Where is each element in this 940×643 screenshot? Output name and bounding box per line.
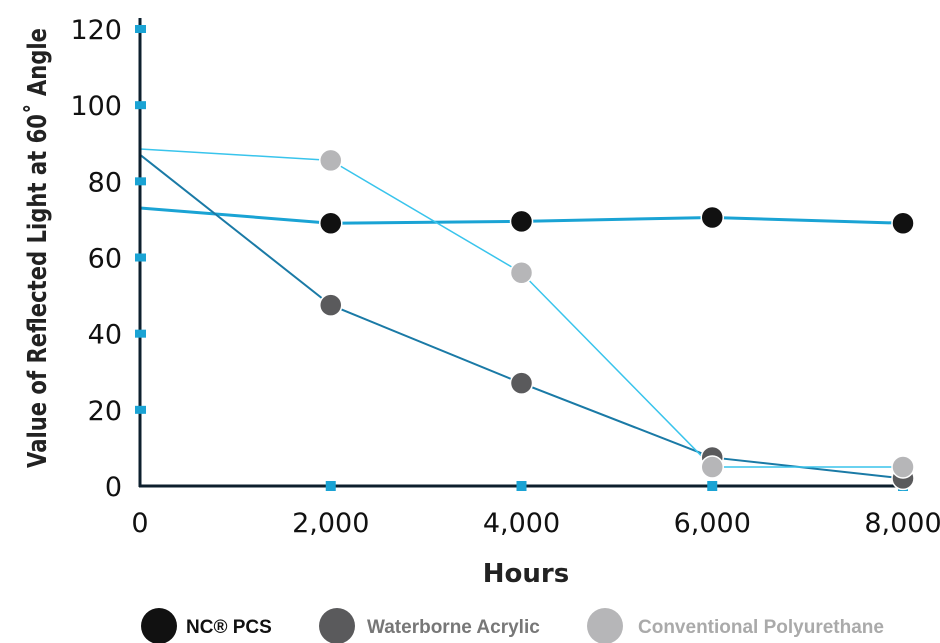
series-lines [139, 148, 904, 480]
series-line-1 [139, 153, 904, 480]
x-tick-label: 6,000 [674, 508, 751, 539]
y-tick-mark [135, 25, 146, 33]
data-point-series-1 [509, 371, 534, 395]
data-point-series-0 [891, 211, 915, 235]
y-tick-label: 0 [105, 472, 122, 503]
legend-marker-series-0 [141, 608, 177, 643]
legend-label-series-0: NC® PCS [186, 617, 272, 638]
x-tick-label: 0 [131, 508, 148, 539]
y-tick-mark [135, 101, 146, 110]
y-tick-label: 40 [88, 320, 122, 351]
legend-label-series-1: Waterborne Acrylic [367, 617, 540, 638]
y-tick-mark [135, 253, 146, 262]
x-tick-label: 4,000 [483, 508, 560, 539]
y-tick-label: 100 [70, 91, 122, 122]
x-axis-title: Hours [483, 559, 569, 589]
x-tick-mark [516, 481, 527, 491]
data-point-series-0 [700, 205, 724, 230]
data-point-series-0 [509, 209, 534, 234]
legend: NC® PCS Waterborne Acrylic Conventional Po… [141, 608, 884, 643]
series-markers [319, 148, 915, 491]
x-tick-label: 8,000 [864, 508, 940, 539]
y-tick-label: 20 [88, 396, 122, 427]
y-tick-label: 60 [88, 244, 122, 275]
data-point-series-1 [319, 293, 343, 317]
y-axis-title: Value of Reflected Light at 60˚ Angle [22, 28, 53, 468]
y-tick-label: 80 [88, 167, 122, 198]
data-point-series-2 [891, 455, 915, 479]
axes [135, 18, 908, 491]
y-tick-label: 120 [70, 15, 122, 46]
legend-marker-series-2 [587, 608, 623, 643]
x-tick-mark [325, 481, 336, 491]
y-tick-mark [135, 329, 146, 338]
x-tick-mark [707, 481, 718, 491]
data-point-series-0 [319, 211, 343, 235]
data-point-series-2 [700, 455, 724, 479]
legend-label-series-2: Conventional Polyurethane [638, 617, 884, 638]
data-point-series-2 [509, 260, 534, 285]
data-point-series-2 [319, 148, 343, 173]
series-line-2 [139, 148, 903, 468]
tick-labels: 0 20 40 60 80 100 120 0 2,000 4,000 6,000 8,000 [70, 15, 940, 539]
y-tick-mark [135, 177, 146, 186]
x-tick-label: 2,000 [292, 508, 369, 539]
legend-marker-series-1 [319, 608, 355, 643]
y-tick-mark [135, 405, 146, 414]
